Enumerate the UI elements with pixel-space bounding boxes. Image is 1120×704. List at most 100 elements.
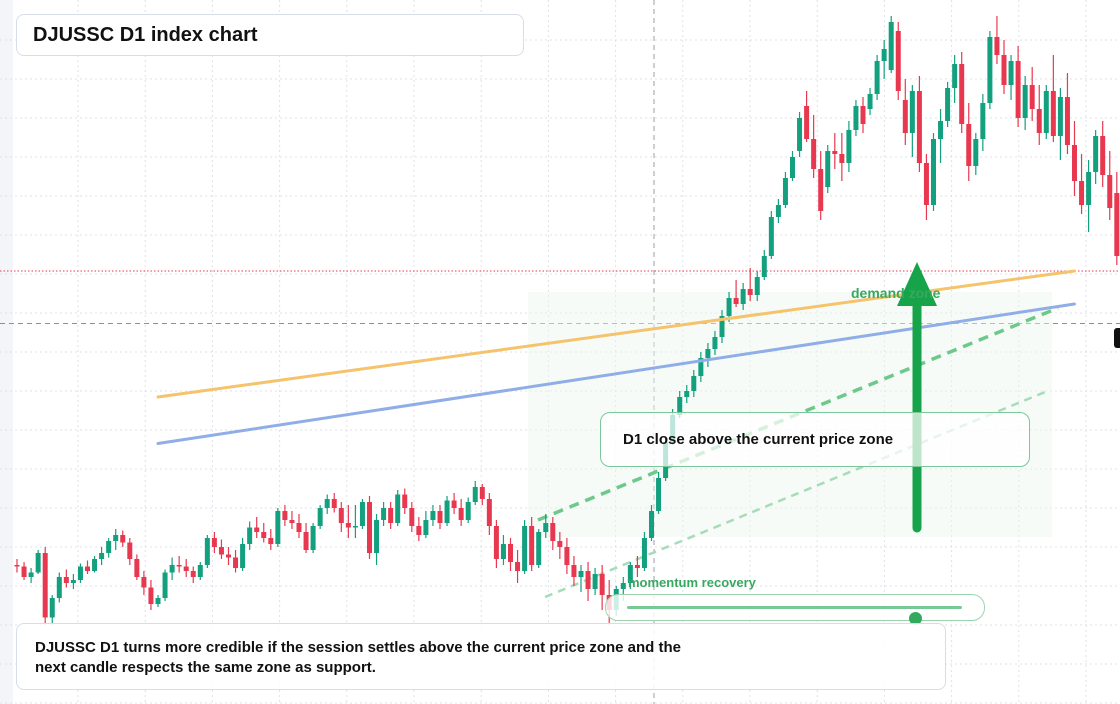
- candle-body: [345, 523, 351, 528]
- candle-body: [28, 572, 34, 577]
- candle-body: [677, 397, 683, 415]
- candle-body: [486, 499, 492, 526]
- candle-body: [127, 542, 133, 559]
- candle-body: [1036, 109, 1042, 133]
- candle-body: [169, 565, 175, 573]
- candle-body: [550, 523, 556, 541]
- chart-title: DJUSSC D1 index chart: [16, 14, 524, 56]
- candle-body: [1050, 91, 1056, 136]
- candle-body: [141, 577, 147, 588]
- candle-body: [536, 532, 542, 565]
- candle-body: [106, 541, 112, 553]
- candle-body: [134, 559, 140, 577]
- candle-body: [1015, 61, 1021, 118]
- note-line-1: DJUSSC D1 turns more credible if the ses…: [35, 639, 682, 656]
- candle-body: [818, 169, 824, 211]
- candle-body: [402, 494, 408, 508]
- candle-body: [204, 538, 210, 565]
- candle-body: [754, 277, 760, 295]
- candle-body: [952, 64, 958, 88]
- candle-body: [367, 502, 372, 553]
- candle-body: [691, 376, 697, 391]
- candle-body: [92, 559, 98, 571]
- candle-body: [881, 49, 887, 61]
- candle-body: [804, 106, 810, 139]
- candle-body: [282, 511, 288, 520]
- candle-body: [176, 565, 182, 567]
- candle-body: [909, 91, 915, 133]
- candle-body: [99, 553, 105, 559]
- candle-body: [70, 580, 76, 583]
- candle-body: [437, 511, 443, 523]
- momentum-slider[interactable]: [605, 594, 985, 625]
- candle-body: [211, 538, 217, 547]
- candle-body: [395, 494, 401, 523]
- candle-body: [790, 157, 795, 178]
- candle-body: [641, 538, 647, 568]
- candle-body: [973, 139, 979, 166]
- candle-body: [162, 572, 168, 598]
- candle-body: [338, 508, 344, 523]
- candle-body: [895, 31, 901, 91]
- candle-body: [938, 121, 944, 139]
- candle-body: [656, 478, 662, 511]
- candle-body: [867, 94, 873, 109]
- candle-body: [254, 527, 260, 532]
- candle-body: [465, 502, 471, 520]
- candle-body: [557, 541, 563, 547]
- candle-body: [825, 151, 831, 187]
- candle-body: [49, 598, 55, 618]
- candle-body: [1093, 136, 1099, 172]
- candle-body: [444, 500, 450, 523]
- candle-body: [472, 487, 478, 502]
- candle-body: [782, 178, 788, 205]
- candle-body: [902, 100, 908, 133]
- candle-body: [599, 574, 605, 595]
- candle-body: [240, 544, 246, 568]
- candle-body: [1022, 85, 1028, 118]
- candle-body: [324, 499, 330, 508]
- candle-body: [120, 535, 126, 543]
- candle-body: [571, 565, 577, 577]
- candle-body: [183, 566, 189, 571]
- candle-body: [247, 527, 253, 544]
- candle-body: [832, 151, 838, 154]
- candle-body: [331, 499, 337, 508]
- candle-body: [296, 523, 302, 532]
- candle-body: [218, 547, 224, 555]
- candle-body: [317, 508, 323, 526]
- candle-body: [931, 139, 936, 205]
- candle-body: [508, 544, 513, 562]
- candle-body: [564, 547, 570, 565]
- candle-body: [56, 577, 62, 598]
- demand-zone-label: demand zone: [851, 285, 941, 301]
- candle-body: [310, 526, 316, 550]
- candle-body: [684, 391, 690, 397]
- candle-body: [620, 583, 626, 589]
- candle-body: [634, 565, 640, 568]
- candle-body: [740, 289, 746, 304]
- price-scale-badge: [1114, 328, 1120, 348]
- candle-body: [261, 532, 267, 538]
- moving-average-slow: [156, 302, 1076, 445]
- candle-body: [923, 163, 929, 205]
- candle-body: [853, 106, 859, 130]
- candle-body: [529, 526, 535, 565]
- candle-body: [381, 508, 387, 520]
- momentum-slider-label: momentum recovery: [628, 575, 756, 590]
- candle-body: [416, 526, 422, 535]
- candle-body: [994, 37, 1000, 55]
- note-line-2: next candle respects the same zone as su…: [35, 659, 376, 676]
- momentum-slider-knob[interactable]: [909, 612, 923, 625]
- candle-body: [1064, 97, 1070, 145]
- candle-body: [846, 130, 852, 163]
- candle-body: [1100, 136, 1106, 175]
- candle-body: [543, 523, 549, 532]
- candle-body: [21, 566, 27, 577]
- candle-body: [916, 91, 922, 163]
- candle-body: [585, 571, 591, 589]
- candle-body: [190, 571, 196, 577]
- candle-body: [14, 565, 20, 567]
- candle-body: [479, 487, 485, 499]
- candle-body: [578, 571, 584, 577]
